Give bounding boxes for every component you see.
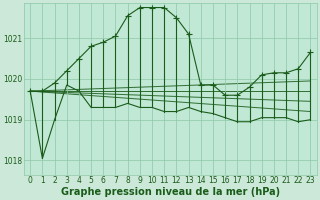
X-axis label: Graphe pression niveau de la mer (hPa): Graphe pression niveau de la mer (hPa)	[61, 187, 280, 197]
